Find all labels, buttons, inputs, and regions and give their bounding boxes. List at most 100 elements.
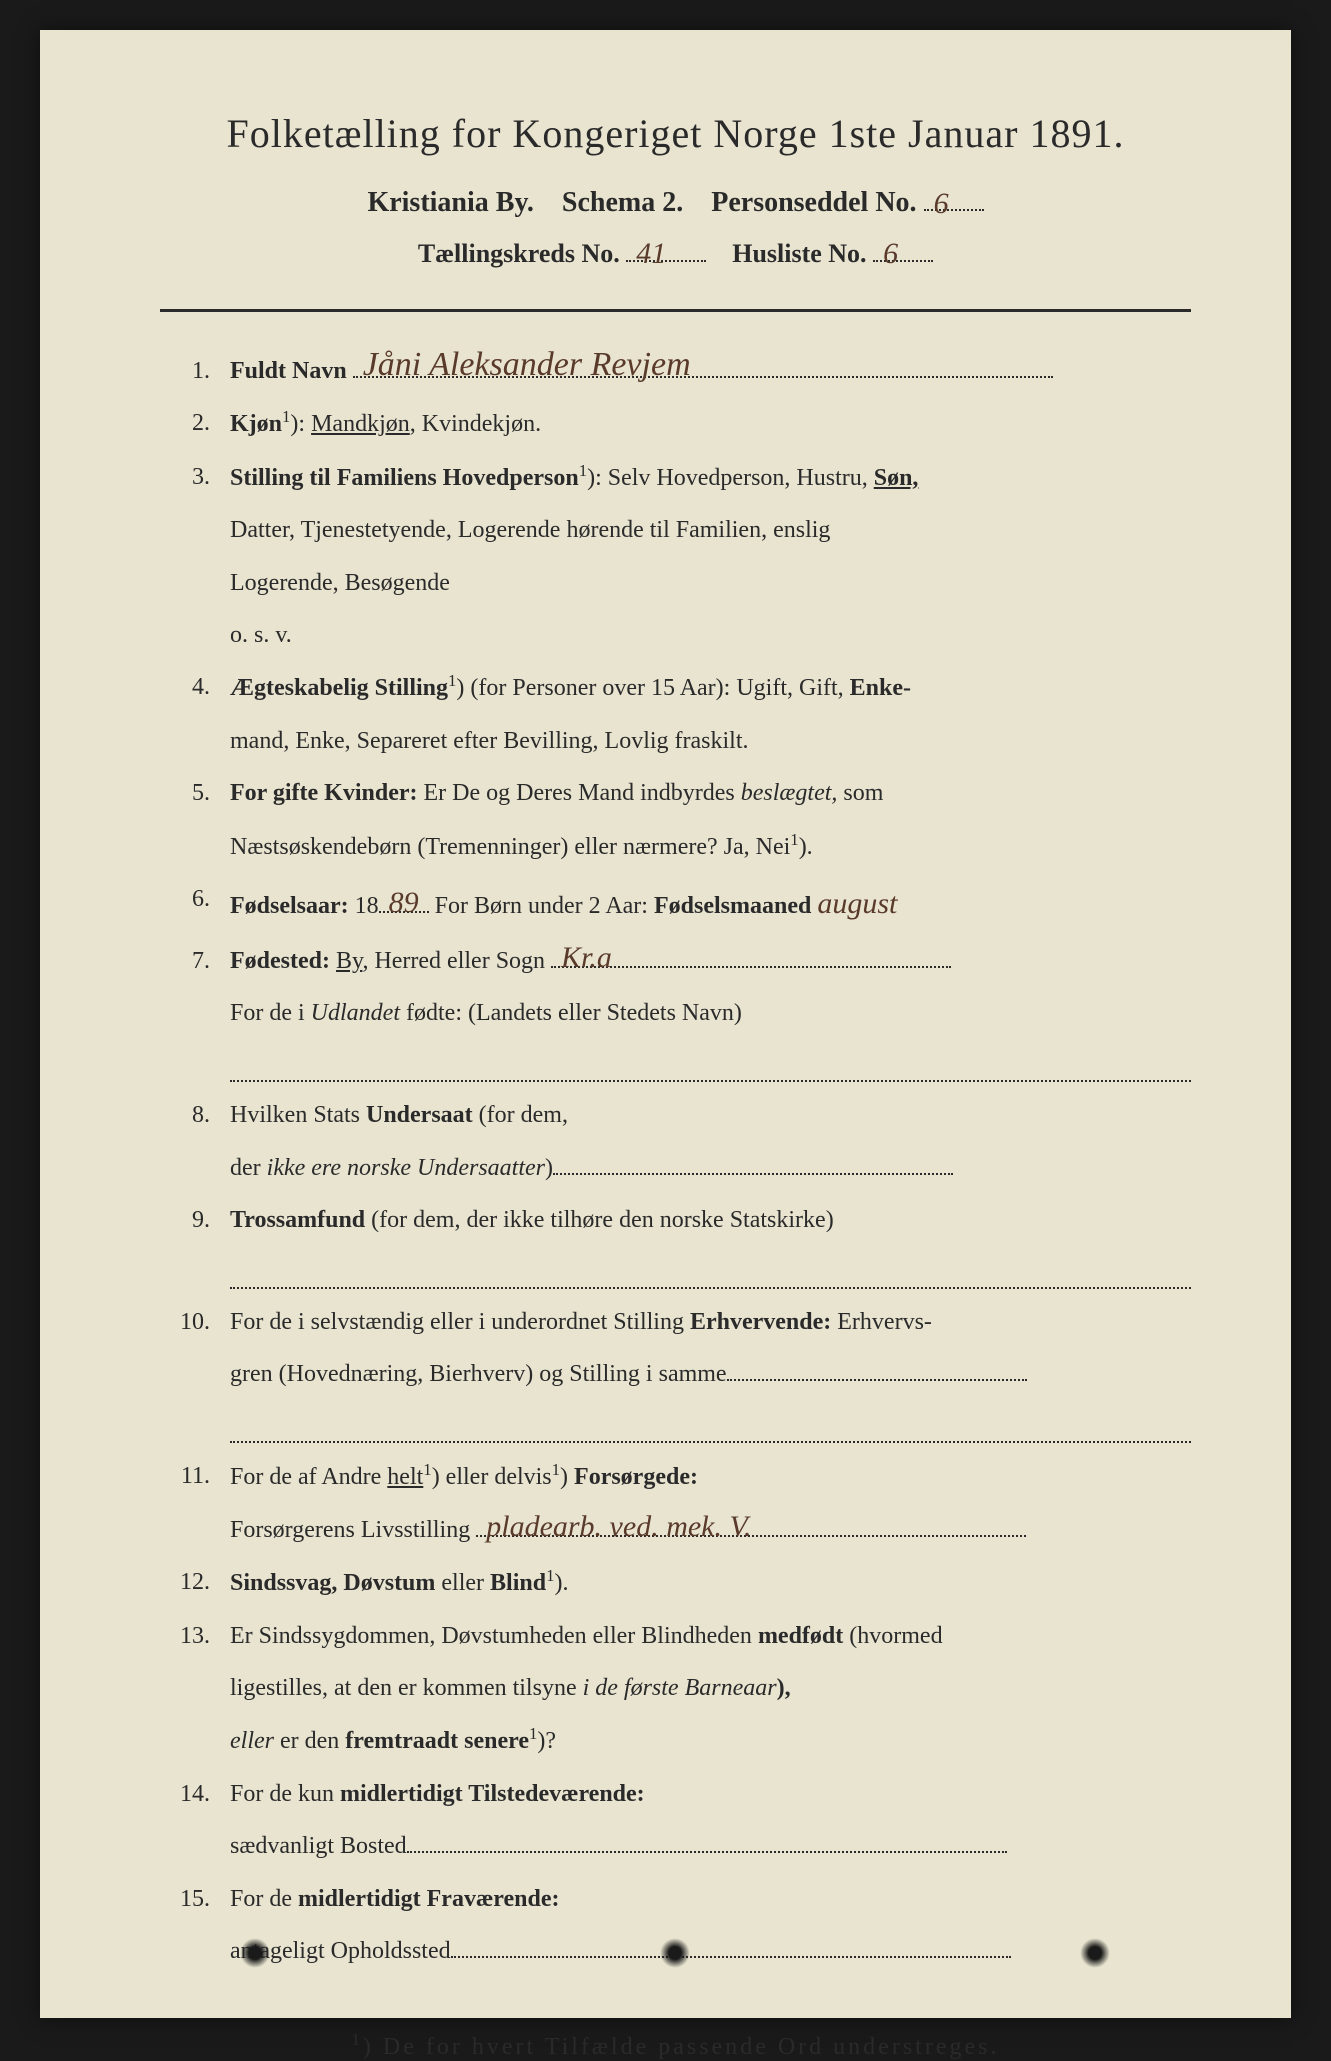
- f11-text1: For de af Andre: [230, 1464, 387, 1490]
- f11-under1: helt: [387, 1464, 423, 1490]
- field-label: Stilling til Familiens Hovedperson: [230, 465, 579, 491]
- f13-line3: eller er den fremtraadt senere1)?: [160, 1721, 1191, 1760]
- f5-text1: Er De og Deres Mand indbyrdes: [424, 780, 741, 806]
- footnote-ref: 1: [282, 407, 290, 426]
- field-5: 5. For gifte Kvinder: Er De og Deres Man…: [160, 774, 1191, 812]
- f8-line2b: ): [545, 1155, 553, 1181]
- husliste-label: Husliste No.: [732, 239, 866, 268]
- f8-line2a: der: [230, 1155, 267, 1181]
- field-8: 8. Hvilken Stats Undersaat (for dem,: [160, 1096, 1191, 1134]
- f11-bold1: Forsørgede:: [574, 1464, 698, 1490]
- field-num: 7.: [160, 942, 230, 980]
- f5-line2-text: Næstsøskendebørn (Tremenninger) eller næ…: [230, 834, 790, 860]
- f4-text1: (for Personer over 15 Aar): Ugift, Gift,: [470, 675, 849, 701]
- personseddel-label: Personseddel No.: [711, 187, 916, 218]
- field-num: 12.: [160, 1563, 230, 1602]
- form-subtitle2: Tællingskreds No. 41 Husliste No. 6: [160, 239, 1191, 269]
- f3-line1: Selv Hovedperson, Hustru,: [608, 465, 874, 491]
- f5-line2: Næstsøskendebørn (Tremenninger) eller næ…: [160, 827, 1191, 866]
- field-label: For gifte Kvinder:: [230, 780, 418, 806]
- f11-text3: ): [560, 1464, 574, 1490]
- field-num: 8.: [160, 1096, 230, 1134]
- f9-text: (for dem, der ikke tilhøre den norske St…: [371, 1207, 834, 1233]
- footnote: 1) De for hvert Tilfælde passende Ord un…: [160, 2030, 1191, 2061]
- personseddel-value: 6: [934, 187, 949, 221]
- f15-text1: For de: [230, 1886, 298, 1912]
- field-15: 15. For de midlertidigt Fraværende:: [160, 1880, 1191, 1918]
- f7-blank: [230, 1047, 1191, 1083]
- divider: [160, 309, 1191, 312]
- f8-line2: der ikke ere norske Undersaatter): [160, 1149, 1191, 1187]
- field-label: Sindssvag, Døvstum: [230, 1570, 435, 1596]
- f14-line2-text: sædvanligt Bosted: [230, 1833, 407, 1859]
- field-10: 10. For de i selvstændig eller i underor…: [160, 1303, 1191, 1341]
- f15-blank: [451, 1956, 1011, 1958]
- field-label: Fuldt Navn: [230, 358, 347, 384]
- footnote-text: ) De for hvert Tilfælde passende Ord und…: [363, 2034, 1000, 2060]
- city-label: Kristiania By.: [367, 187, 533, 218]
- f13-line2a: ligestilles, at den er kommen tilsyne: [230, 1675, 583, 1701]
- footnote-sup: 1: [352, 2030, 363, 2049]
- field-num: 14.: [160, 1775, 230, 1813]
- field-num: 3.: [160, 458, 230, 497]
- f5-end: ).: [799, 834, 813, 860]
- field-num: 2.: [160, 404, 230, 443]
- form-subtitle: Kristiania By. Schema 2. Personseddel No…: [160, 187, 1191, 219]
- field-13: 13. Er Sindssygdommen, Døvstumheden elle…: [160, 1617, 1191, 1655]
- f15-bold1: midlertidigt Fraværende:: [298, 1886, 560, 1912]
- sex-underlined: Mandkjøn: [311, 411, 410, 437]
- f4-bold1: Enke-: [850, 675, 911, 701]
- f8-italic1: ikke ere norske Undersaatter: [267, 1155, 545, 1181]
- footnote-ref: 1: [790, 830, 798, 849]
- form-title: Folketælling for Kongeriget Norge 1ste J…: [160, 110, 1191, 157]
- field-num: 6.: [160, 880, 230, 928]
- f13-text2: (hvormed: [843, 1623, 942, 1649]
- f13-line3c: )?: [537, 1728, 556, 1754]
- f7-italic1: Udlandet: [311, 1000, 400, 1026]
- field-label: Fødselsaar:: [230, 893, 349, 919]
- f12-text: eller: [435, 1570, 490, 1596]
- f13-text1: Er Sindssygdommen, Døvstumheden eller Bl…: [230, 1623, 758, 1649]
- f3-underlined: Søn,: [874, 465, 919, 491]
- kreds-label: Tællingskreds No.: [418, 239, 620, 268]
- field-2: 2. Kjøn1): Mandkjøn, Kvindekjøn.: [160, 404, 1191, 443]
- field-num: 4.: [160, 668, 230, 707]
- f13-line2: ligestilles, at den er kommen tilsyne i …: [160, 1669, 1191, 1707]
- f7-line2a: For de i: [230, 1000, 311, 1026]
- f3-line4: o. s. v.: [160, 616, 1191, 654]
- field-label: Ægteskabelig Stilling: [230, 675, 448, 701]
- f10-line2-text: gren (Hovednæring, Bierhverv) og Stillin…: [230, 1361, 727, 1387]
- f6-label2: Fødselsmaaned: [654, 893, 811, 919]
- f10-text2: Erhvervs-: [831, 1309, 932, 1335]
- field-9: 9. Trossamfund (for dem, der ikke tilhør…: [160, 1201, 1191, 1239]
- f10-line2: gren (Hovednæring, Bierhverv) og Stillin…: [160, 1355, 1191, 1393]
- f10-blank2: [230, 1408, 1191, 1444]
- f6-text2: For Børn under 2 Aar:: [435, 893, 654, 919]
- footnote-ref: 1: [579, 461, 587, 480]
- name-value: Jåni Aleksander Revjem: [363, 338, 691, 392]
- f13-italic1: i de første Barneaar: [583, 1675, 777, 1701]
- f12-end: ).: [554, 1570, 568, 1596]
- field-7: 7. Fødested: By, Herred eller Sogn Kr.a: [160, 942, 1191, 980]
- f7-line2b: fødte: (Landets eller Stedets Navn): [400, 1000, 742, 1026]
- f10-blank1: [727, 1379, 1027, 1381]
- birth-year: 89: [389, 879, 419, 927]
- field-label: Fødested:: [230, 948, 330, 974]
- field-3: 3. Stilling til Familiens Hovedperson1):…: [160, 458, 1191, 497]
- field-num: 11.: [160, 1457, 230, 1496]
- f11-line2: Forsørgerens Livsstilling pladearb. ved.…: [160, 1511, 1191, 1549]
- field-6: 6. Fødselsaar: 1889 For Børn under 2 Aar…: [160, 880, 1191, 928]
- f3-line3: Logerende, Besøgende: [160, 564, 1191, 602]
- f11-text2: ) eller delvis: [432, 1464, 552, 1490]
- f8-blank: [553, 1173, 953, 1175]
- field-num: 13.: [160, 1617, 230, 1655]
- f13-line2b: ),: [777, 1675, 791, 1701]
- field-11: 11. For de af Andre helt1) eller delvis1…: [160, 1457, 1191, 1496]
- footnote-ref: 1: [552, 1460, 560, 1479]
- f11-line2-text: Forsørgerens Livsstilling: [230, 1517, 470, 1543]
- birth-month: august: [817, 887, 897, 920]
- field-14: 14. For de kun midlertidigt Tilstedevære…: [160, 1775, 1191, 1813]
- provider-value: pladearb. ved. mek. V.: [486, 1503, 751, 1551]
- birthplace-value: Kr.a: [561, 934, 612, 982]
- f5-italic1: beslægtet,: [741, 780, 838, 806]
